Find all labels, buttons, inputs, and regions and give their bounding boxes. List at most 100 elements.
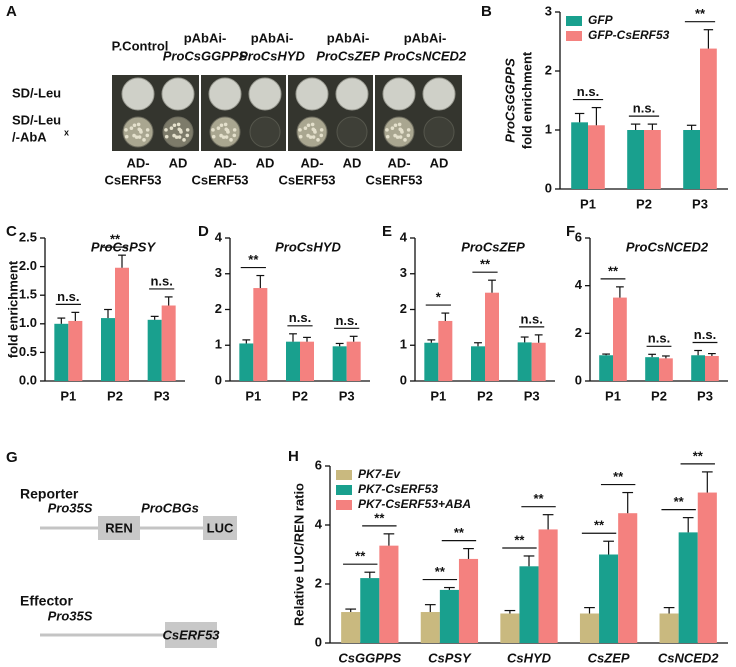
yeast-colony	[298, 128, 302, 132]
panel-label: C	[6, 223, 17, 240]
effector-label: AD-	[387, 155, 410, 170]
column-header: P.Control	[112, 38, 169, 53]
yeast-colony	[229, 138, 233, 142]
chart: D ProCsHYD 0 1 2 3 4 P1 ** P2 n.s. P3 n.s.	[198, 223, 370, 403]
bar	[659, 358, 673, 381]
yeast-colony	[385, 134, 390, 139]
bar	[300, 341, 314, 381]
chart-title: ProCsZEP	[461, 239, 525, 254]
significance-label: **	[695, 6, 706, 21]
effector-title: Effector	[20, 593, 73, 609]
effector-label: AD	[430, 155, 449, 170]
yeast-colony	[176, 122, 181, 127]
x-tick-label: P1	[60, 388, 76, 403]
significance-label: n.s.	[694, 327, 716, 342]
x-tick-label: P3	[524, 388, 540, 403]
yeast-colony	[216, 126, 221, 130]
y-tick-label: 3	[215, 265, 222, 280]
bar	[439, 589, 459, 643]
yeast-spot	[335, 77, 369, 111]
significance-label: **	[454, 525, 465, 540]
y-tick-label: 0	[315, 634, 322, 649]
yeast-colony	[134, 135, 139, 139]
bar	[379, 545, 399, 643]
y-tick-label: 3	[400, 265, 407, 280]
column-header: ProCsZEP	[316, 48, 380, 63]
yeast-colony	[211, 134, 216, 139]
significance-label: *	[436, 290, 442, 305]
effector-label: CsERF53	[191, 172, 248, 187]
yeast-colony	[310, 122, 315, 127]
x-tick-label: P2	[636, 196, 652, 211]
gene-box	[98, 516, 140, 540]
y-tick-label: 2	[315, 575, 322, 590]
y-axis-label: fold enrichment	[519, 51, 534, 149]
bar	[458, 558, 479, 643]
y-tick-label: 4	[575, 277, 583, 292]
yeast-spot	[382, 77, 416, 111]
yeast-colony	[311, 127, 316, 132]
bar	[531, 342, 546, 381]
bar	[599, 355, 613, 381]
yeast-colony	[316, 138, 320, 142]
legend-label: PK7-Ev	[358, 467, 401, 481]
yeast-colony	[164, 134, 169, 139]
legend-label: GFP	[588, 13, 614, 27]
y-tick-label: 2.0	[19, 258, 37, 273]
yeast-colony	[172, 123, 177, 128]
bar	[500, 613, 520, 643]
bar	[101, 318, 115, 381]
x-tick-label: P1	[245, 388, 261, 403]
significance-label: n.s.	[520, 311, 542, 326]
significance-label: n.s.	[335, 313, 357, 328]
bar	[68, 320, 83, 381]
y-axis-label: Relative LUC/REN ratio	[291, 483, 306, 626]
yeast-spot	[248, 77, 282, 111]
bar	[645, 357, 659, 381]
x-tick-label: CsHYD	[507, 650, 552, 665]
promoter-label: Pro35S	[48, 500, 93, 515]
bar	[618, 513, 638, 643]
significance-label: **	[533, 491, 544, 506]
x-tick-label: P3	[339, 388, 355, 403]
panel-label: B	[481, 3, 492, 20]
legend-swatch	[566, 16, 582, 26]
bar	[471, 346, 485, 381]
bar	[239, 343, 254, 381]
bar	[519, 566, 539, 643]
y-tick-label: 1	[545, 121, 552, 136]
yeast-colony	[393, 123, 398, 128]
panel-label: H	[288, 448, 299, 465]
yeast-colony	[306, 123, 311, 128]
legend-swatch	[336, 470, 352, 480]
y-axis-label: fold enrichment	[5, 260, 20, 358]
significance-label: **	[480, 257, 491, 272]
y-tick-label: 6	[315, 457, 322, 472]
significance-label: **	[248, 252, 259, 267]
yeast-colony	[311, 135, 316, 139]
yeast-colony	[142, 138, 146, 142]
yeast-colony	[303, 126, 308, 130]
y-tick-label: 0.5	[19, 344, 37, 359]
effector-label: AD	[169, 155, 188, 170]
yeast-colony	[136, 122, 141, 127]
effector-label: AD-	[126, 155, 149, 170]
panel-label: D	[198, 223, 209, 240]
legend-swatch	[566, 31, 582, 41]
significance-label: n.s.	[150, 273, 172, 288]
y-tick-label: 6	[575, 229, 582, 244]
row-label: SD/-Leu	[12, 85, 61, 100]
x-tick-label: CsGGPPS	[338, 650, 401, 665]
y-tick-label: 2	[400, 301, 407, 316]
yeast-colony	[298, 134, 303, 139]
significance-label: n.s.	[289, 310, 311, 325]
bar	[332, 346, 347, 381]
yeast-colony	[137, 135, 142, 139]
yeast-colony	[185, 133, 190, 138]
significance-label: **	[355, 549, 366, 564]
x-tick-label: P2	[651, 388, 667, 403]
yeast-colony	[224, 135, 229, 139]
bar	[538, 529, 558, 643]
significance-label: **	[693, 448, 704, 463]
chart: F ProCsNCED2 0 2 4 6 P1 ** P2 n.s. P3 n.s.	[566, 223, 728, 403]
